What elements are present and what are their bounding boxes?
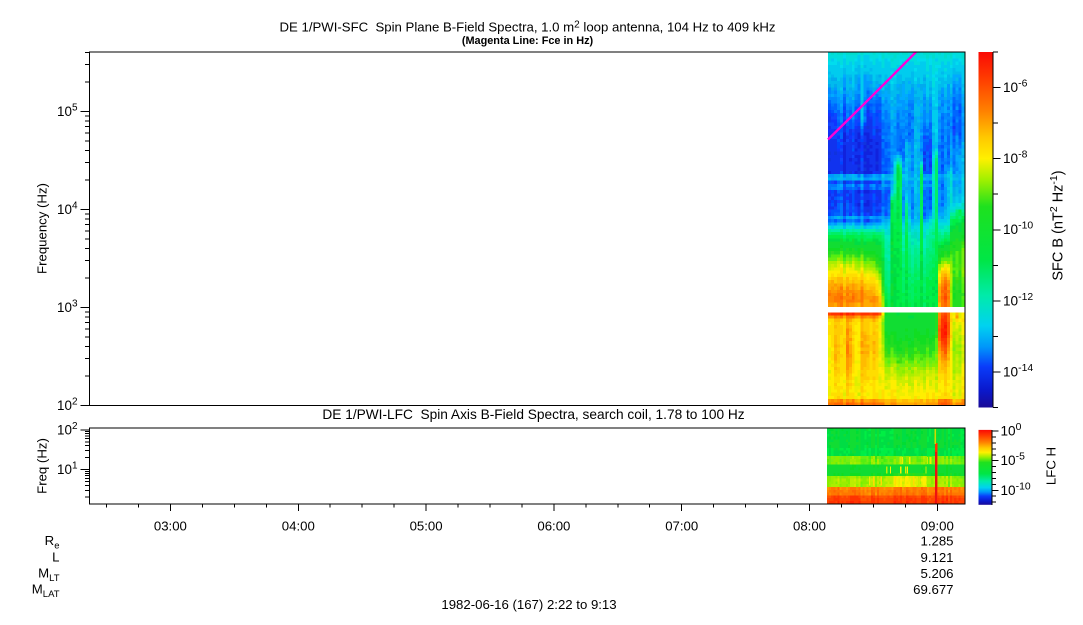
svg-text:DE 1/PWI-LFC Spin Axis B-Fiel: DE 1/PWI-LFC Spin Axis B-Field Spectra, …: [322, 407, 744, 422]
svg-text:1.285: 1.285: [920, 534, 953, 549]
svg-text:03:00: 03:00: [154, 519, 187, 534]
svg-text:09:00: 09:00: [921, 519, 954, 534]
svg-text:69.677: 69.677: [913, 582, 953, 597]
svg-text:07:00: 07:00: [665, 519, 698, 534]
svg-text:9.121: 9.121: [920, 550, 953, 565]
svg-text:5.206: 5.206: [920, 566, 953, 581]
svg-text:LFC H: LFC H: [1044, 447, 1059, 485]
svg-text:DE 1/PWI-SFC Spin Plane B-Fie: DE 1/PWI-SFC Spin Plane B-Field Spectra,…: [280, 20, 776, 35]
svg-text:06:00: 06:00: [537, 519, 570, 534]
svg-text:05:00: 05:00: [410, 519, 443, 534]
svg-text:(Magenta Line: Fce in Hz): (Magenta Line: Fce in Hz): [462, 35, 594, 47]
svg-text:04:00: 04:00: [282, 519, 315, 534]
svg-text:SFC B (nT2 Hz-1): SFC B (nT2 Hz-1): [1048, 170, 1067, 280]
svg-text:L: L: [52, 550, 59, 565]
svg-text:08:00: 08:00: [793, 519, 826, 534]
svg-text:1982-06-16 (167) 2:22 to 9:13: 1982-06-16 (167) 2:22 to 9:13: [441, 597, 616, 612]
svg-text:Frequency (Hz): Frequency (Hz): [35, 183, 50, 274]
svg-text:Freq (Hz): Freq (Hz): [35, 438, 50, 494]
